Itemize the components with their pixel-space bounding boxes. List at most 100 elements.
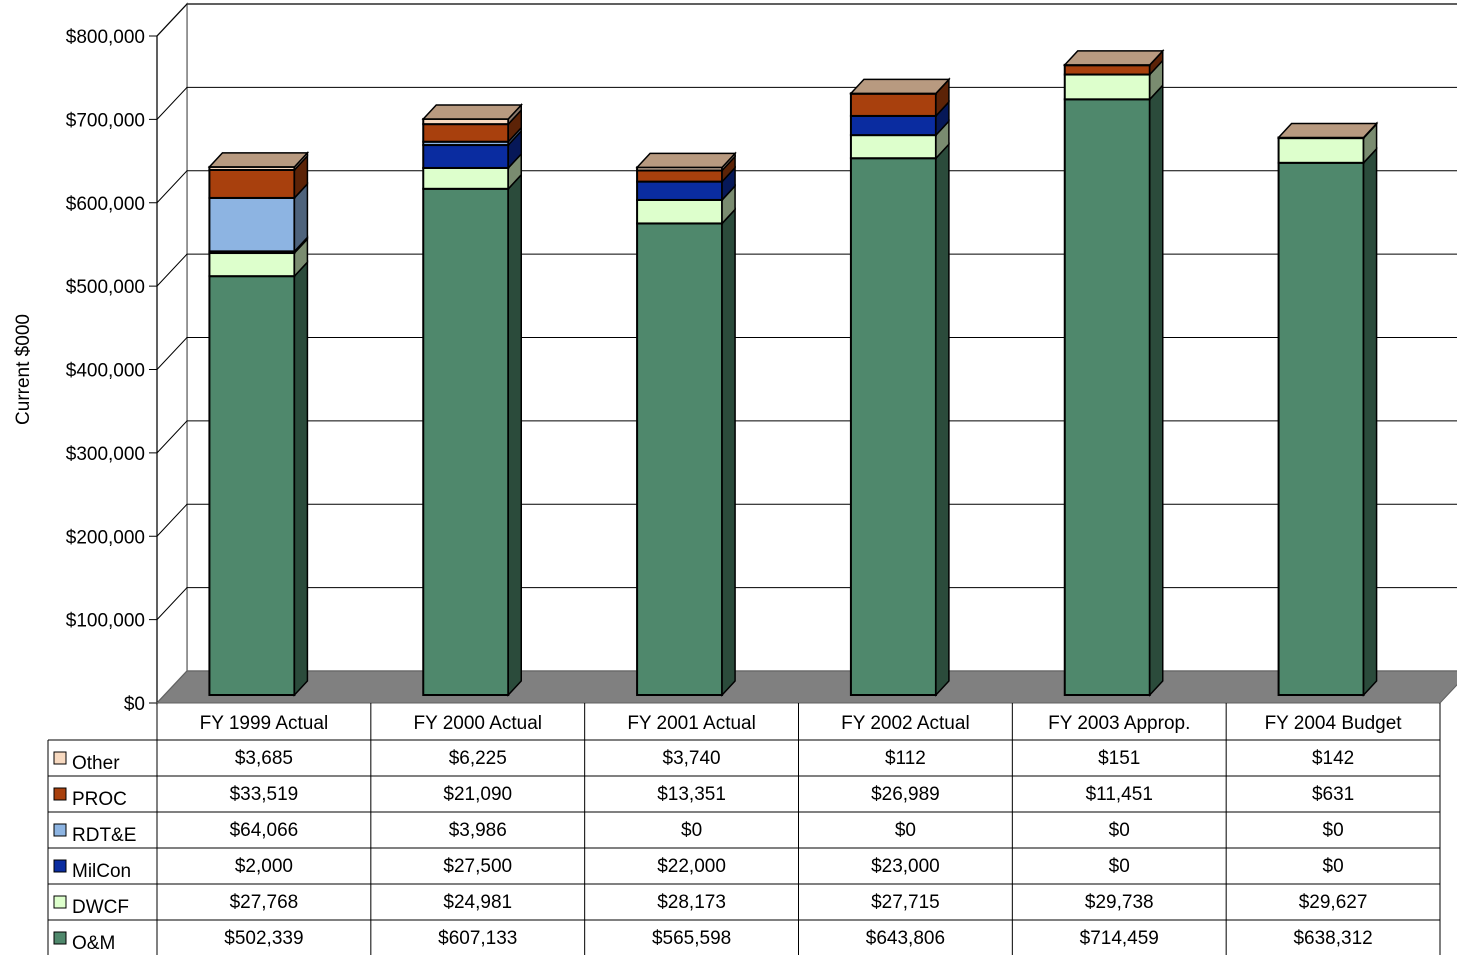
data-label: $0 <box>1109 820 1130 841</box>
legend-label: MilCon <box>72 861 131 882</box>
x-category-label: FY 2003 Approp. <box>1048 713 1190 734</box>
x-category-label: FY 2000 Actual <box>413 713 542 734</box>
floor <box>155 670 1457 704</box>
y-tick-label: $200,000 <box>66 527 145 548</box>
x-category-label: FY 2001 Actual <box>627 713 756 734</box>
data-label: $24,981 <box>443 892 512 913</box>
data-label: $29,738 <box>1085 892 1154 913</box>
data-label: $13,351 <box>657 784 726 805</box>
bar-top <box>207 152 310 168</box>
y-tick-label: $300,000 <box>66 444 145 465</box>
data-label: $151 <box>1098 748 1140 769</box>
bar-segment <box>1277 137 1365 164</box>
legend-swatch <box>53 823 67 837</box>
legend-label: DWCF <box>72 897 129 918</box>
legend-swatch <box>53 895 67 909</box>
data-label: $64,066 <box>230 820 299 841</box>
data-label: $3,740 <box>663 748 721 769</box>
legend-swatch <box>53 751 67 765</box>
data-label: $0 <box>1323 820 1344 841</box>
y-axis-title: Current $000 <box>13 314 34 425</box>
bar-segment <box>1063 63 1151 76</box>
bar-segment-side <box>293 260 309 697</box>
bar-segment <box>849 157 937 696</box>
data-label: $502,339 <box>224 928 303 949</box>
bar-top <box>1063 50 1165 66</box>
bar-stack <box>849 77 951 697</box>
legend-swatch <box>53 931 67 945</box>
bar-segment <box>849 134 937 160</box>
data-label: $714,459 <box>1080 928 1159 949</box>
data-label: $33,519 <box>230 784 299 805</box>
data-label: $0 <box>1109 856 1130 877</box>
data-label: $29,627 <box>1299 892 1368 913</box>
bar-segment <box>422 187 510 696</box>
data-label: $3,986 <box>449 820 507 841</box>
bar-segment <box>208 275 296 696</box>
y-tick-label: $800,000 <box>66 27 145 48</box>
y-tick-label: $500,000 <box>66 277 145 298</box>
legend-label: PROC <box>72 789 127 810</box>
data-label: $2,000 <box>235 856 293 877</box>
bar-segment-side <box>935 142 950 697</box>
y-tick-label: $0 <box>124 694 145 715</box>
gridline <box>156 170 1457 204</box>
bar-segment-side <box>507 172 522 697</box>
bar-segment <box>1063 98 1151 696</box>
data-label: $23,000 <box>871 856 940 877</box>
bar-segment <box>422 123 510 143</box>
bar-segment <box>208 168 296 199</box>
data-label: $11,451 <box>1086 784 1153 805</box>
gridline <box>156 337 1457 370</box>
gridline <box>156 587 1457 620</box>
bar-top <box>421 104 523 120</box>
legend-swatch <box>53 787 67 801</box>
y-tick-label: $100,000 <box>66 611 145 632</box>
bar-segment <box>422 117 510 126</box>
legend-label: RDT&E <box>72 825 136 846</box>
bar-stack <box>635 151 737 697</box>
bar-stack <box>1276 121 1379 697</box>
legend-swatch <box>53 859 67 873</box>
x-category-label: FY 2004 Budget <box>1265 713 1403 734</box>
bar-segment-side <box>721 207 736 697</box>
bar-segment <box>636 180 724 201</box>
bar-segment <box>636 222 724 696</box>
data-label: $0 <box>895 820 916 841</box>
bar-segment <box>636 198 724 225</box>
bar-segment <box>422 144 510 169</box>
bar-stack <box>207 151 310 697</box>
y-tick-label: $400,000 <box>66 361 145 382</box>
gridline <box>156 503 1457 537</box>
legend-label: Other <box>72 753 120 774</box>
data-label: $0 <box>1323 856 1344 877</box>
x-category-label: FY 1999 Actual <box>200 713 329 734</box>
data-label: $607,133 <box>438 928 517 949</box>
data-label: $27,500 <box>443 856 512 877</box>
data-label: $112 <box>885 748 926 769</box>
data-label: $28,173 <box>657 892 726 913</box>
y-tick-label: $700,000 <box>66 110 145 131</box>
bar-segment-side <box>1362 146 1378 697</box>
gridline <box>156 253 1457 287</box>
bar-segment <box>849 92 937 117</box>
x-category-label: FY 2002 Actual <box>841 713 970 734</box>
y-tick-label: $600,000 <box>66 194 145 215</box>
bar-segment-side <box>1149 83 1164 697</box>
bar-segment <box>636 169 724 183</box>
data-label: $638,312 <box>1293 928 1372 949</box>
bar-top <box>849 78 951 95</box>
bar-segment <box>1063 73 1151 101</box>
data-label: $3,685 <box>235 748 293 769</box>
data-label: $26,989 <box>871 784 940 805</box>
legend-label: O&M <box>72 933 115 954</box>
gridline <box>156 86 1457 120</box>
bar-segment <box>208 196 296 253</box>
bar-top <box>635 152 737 169</box>
bar-segment <box>208 252 296 278</box>
data-table: FY 1999 Actual FY 2000 Actual FY 2001 Actu… <box>47 703 1441 955</box>
gridline <box>156 420 1457 454</box>
bar-stack <box>1063 48 1165 697</box>
data-label: $565,598 <box>652 928 731 949</box>
